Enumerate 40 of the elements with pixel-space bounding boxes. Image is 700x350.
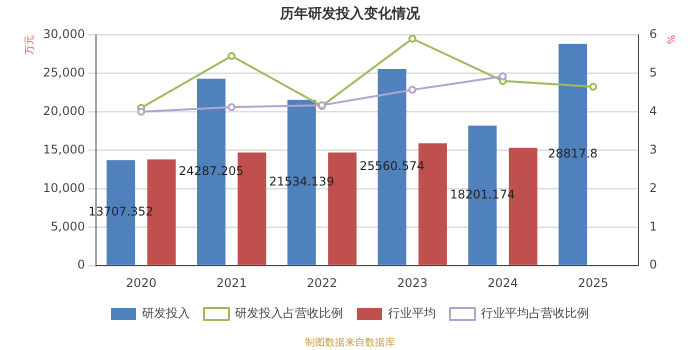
y-tick-label: 5,000 — [50, 219, 85, 234]
x-tick-label: 2021 — [216, 276, 247, 290]
y2-tick-label: 4 — [649, 104, 658, 118]
data-label: 18201.174 — [450, 187, 515, 202]
y2-tick-label: 6 — [649, 26, 658, 41]
y-tick-label: 25,000 — [42, 65, 85, 80]
legend-label: 研发投入占营收比例 — [235, 306, 343, 320]
point — [137, 108, 146, 116]
x-tick-label: 2023 — [397, 276, 428, 290]
y-tick-label: 20,000 — [42, 104, 85, 118]
y2-tick-label: 0 — [649, 258, 658, 272]
point — [408, 34, 416, 43]
y-tick-label: 10,000 — [42, 180, 85, 195]
y2-tick-label: 3 — [649, 142, 658, 156]
y-tick-label: 30,000 — [42, 26, 85, 41]
x-tick-label: 2020 — [126, 276, 156, 290]
y2-tick-label: 1 — [649, 219, 658, 234]
y-tick-label: 15,000 — [42, 142, 85, 156]
y-axis-title: 万元 — [24, 34, 36, 55]
point — [228, 52, 236, 60]
y2-tick-label: 2 — [649, 180, 658, 195]
data-label: 25560.574 — [360, 159, 424, 174]
text: 制图数据来自数据库 — [305, 336, 395, 349]
x-tick-label: 2022 — [306, 276, 338, 290]
data-label: 21534.139 — [269, 174, 334, 189]
y2-axis-title: % — [664, 34, 676, 44]
x-tick-label: 2025 — [578, 276, 608, 290]
y2-tick-label: 5 — [649, 65, 658, 80]
data-label: 13707.352 — [88, 204, 154, 219]
point — [589, 82, 598, 91]
data-label: 24287.205 — [178, 164, 244, 178]
y-tick-label: 0 — [77, 258, 85, 272]
point — [498, 72, 507, 80]
point — [228, 103, 236, 112]
legend-label: 行业平均 — [388, 306, 436, 320]
point — [408, 86, 416, 94]
chart-title: 历年研发投入变化情况 — [279, 5, 421, 22]
x-tick-label: 2024 — [488, 276, 518, 290]
legend-label: 研发投入 — [142, 306, 190, 320]
legend-label: 行业平均占营收比例 — [481, 306, 589, 320]
